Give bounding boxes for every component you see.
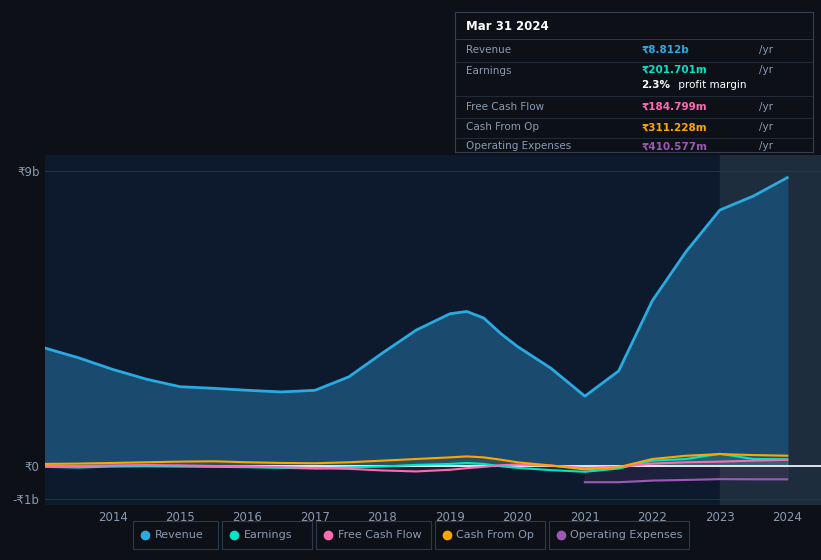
Text: /yr: /yr	[759, 45, 773, 55]
Text: Earnings: Earnings	[244, 530, 292, 540]
FancyBboxPatch shape	[315, 521, 430, 549]
FancyBboxPatch shape	[548, 521, 689, 549]
Text: Revenue: Revenue	[466, 45, 511, 55]
Text: Earnings: Earnings	[466, 67, 511, 77]
Text: 2.3%: 2.3%	[641, 81, 670, 91]
Text: Cash From Op: Cash From Op	[466, 123, 539, 133]
Text: Cash From Op: Cash From Op	[456, 530, 534, 540]
Text: /yr: /yr	[759, 141, 773, 151]
Text: Free Cash Flow: Free Cash Flow	[337, 530, 421, 540]
Text: ₹410.577m: ₹410.577m	[641, 141, 707, 151]
Text: Revenue: Revenue	[154, 530, 204, 540]
Text: profit margin: profit margin	[675, 81, 746, 91]
Text: Operating Expenses: Operating Expenses	[466, 141, 571, 151]
Text: /yr: /yr	[759, 102, 773, 112]
Text: ₹8.812b: ₹8.812b	[641, 45, 689, 55]
Text: Free Cash Flow: Free Cash Flow	[466, 102, 544, 112]
Text: ₹201.701m: ₹201.701m	[641, 65, 707, 75]
Bar	[720, 155, 821, 505]
FancyBboxPatch shape	[132, 521, 218, 549]
Text: ₹311.228m: ₹311.228m	[641, 123, 707, 133]
Text: /yr: /yr	[759, 123, 773, 133]
Text: Mar 31 2024: Mar 31 2024	[466, 20, 548, 32]
Text: Operating Expenses: Operating Expenses	[571, 530, 683, 540]
Text: ₹184.799m: ₹184.799m	[641, 102, 707, 112]
Text: /yr: /yr	[759, 65, 773, 75]
FancyBboxPatch shape	[434, 521, 544, 549]
FancyBboxPatch shape	[222, 521, 311, 549]
